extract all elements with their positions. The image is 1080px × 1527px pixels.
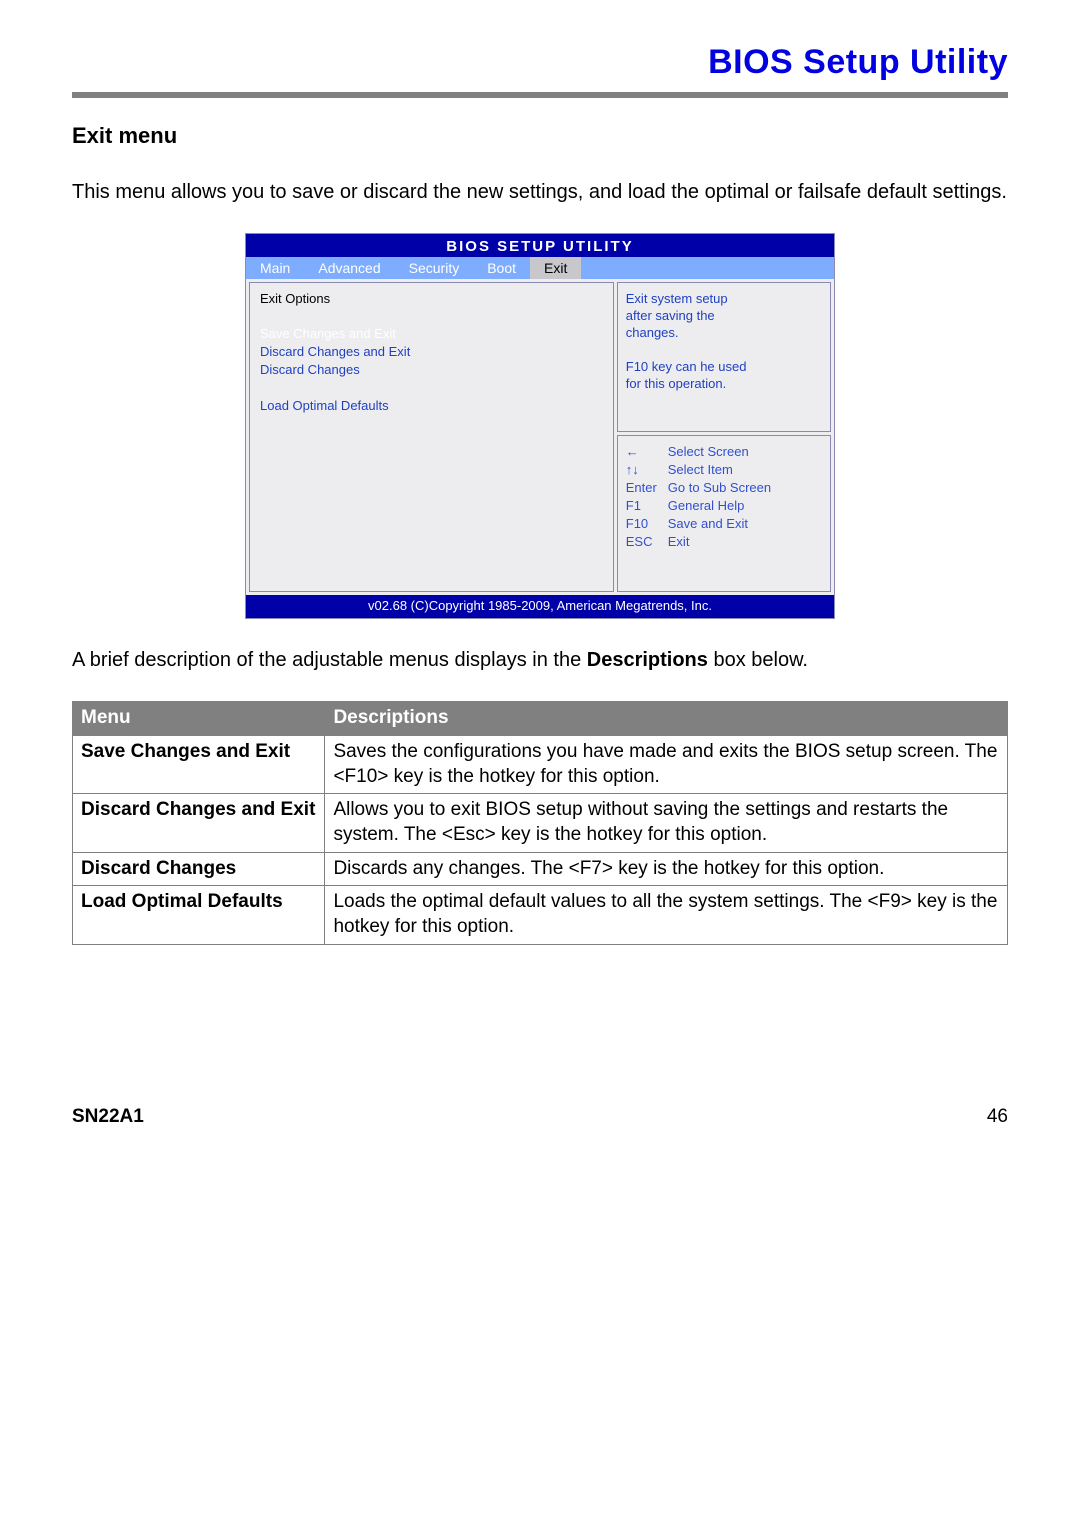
table-cell-desc: Loads the optimal default values to all … <box>325 886 1008 944</box>
bios-nav-row: ESCExit <box>626 534 822 551</box>
bios-tab-advanced: Advanced <box>304 257 394 279</box>
table-cell-menu: Load Optimal Defaults <box>73 886 325 944</box>
bios-nav-label: Select Item <box>668 462 733 479</box>
bios-nav-row: F10Save and Exit <box>626 516 822 533</box>
bios-help-line: after saving the <box>626 308 822 325</box>
bios-footer: v02.68 (C)Copyright 1985-2009, American … <box>246 595 834 618</box>
table-header-menu: Menu <box>73 702 325 736</box>
bios-option: Discard Changes and Exit <box>260 344 603 361</box>
bios-help-line: for this operation. <box>626 376 822 393</box>
bios-right-panel: Exit system setupafter saving thechanges… <box>617 282 831 592</box>
page-footer: SN22A1 46 <box>72 1105 1008 1130</box>
bios-nav-label: Save and Exit <box>668 516 748 533</box>
bios-nav-row: ←Select Screen <box>626 444 822 461</box>
bios-nav-key: Enter <box>626 480 668 497</box>
table-row: Save Changes and ExitSaves the configura… <box>73 735 1008 793</box>
bios-nav-row: F1General Help <box>626 498 822 515</box>
bios-tabbar: MainAdvancedSecurityBootExit <box>246 257 834 279</box>
bios-option: Discard Changes <box>260 362 603 379</box>
section-heading: Exit menu <box>72 122 1008 151</box>
table-cell-menu: Save Changes and Exit <box>73 735 325 793</box>
table-cell-desc: Allows you to exit BIOS setup without sa… <box>325 794 1008 852</box>
caption-bold: Descriptions <box>587 649 708 671</box>
bios-tab-exit: Exit <box>530 257 581 279</box>
table-cell-desc: Saves the configurations you have made a… <box>325 735 1008 793</box>
table-cell-menu: Discard Changes <box>73 852 325 886</box>
bios-option: Save Changes and Exit <box>260 326 603 343</box>
bios-nav-label: Exit <box>668 534 690 551</box>
bios-nav-key: F10 <box>626 516 668 533</box>
bios-left-section-label: Exit Options <box>260 291 603 308</box>
bios-tab-main: Main <box>246 257 304 279</box>
descriptions-table: Menu Descriptions Save Changes and ExitS… <box>72 701 1008 945</box>
bios-title: BIOS SETUP UTILITY <box>246 234 834 258</box>
bios-left-panel: Exit Options Save Changes and ExitDiscar… <box>249 282 614 592</box>
bios-help-line: F10 key can he used <box>626 359 822 376</box>
bios-option: Load Optimal Defaults <box>260 398 603 415</box>
footer-page: 46 <box>987 1105 1008 1130</box>
table-cell-menu: Discard Changes and Exit <box>73 794 325 852</box>
bios-nav-row: ↑↓Select Item <box>626 462 822 479</box>
header-rule <box>72 92 1008 98</box>
bios-tab-security: Security <box>395 257 474 279</box>
section-intro: This menu allows you to save or discard … <box>72 179 1008 205</box>
bios-nav-key: ESC <box>626 534 668 551</box>
caption-suffix: box below. <box>708 649 808 671</box>
table-cell-desc: Discards any changes. The <F7> key is th… <box>325 852 1008 886</box>
footer-model: SN22A1 <box>72 1105 144 1130</box>
bios-nav-keys: ←Select Screen↑↓Select ItemEnterGo to Su… <box>617 435 831 592</box>
table-caption: A brief description of the adjustable me… <box>72 647 1008 673</box>
bios-help-line: Exit system setup <box>626 291 822 308</box>
bios-nav-label: Go to Sub Screen <box>668 480 771 497</box>
table-header-desc: Descriptions <box>325 702 1008 736</box>
bios-screenshot: BIOS SETUP UTILITY MainAdvancedSecurityB… <box>245 233 835 619</box>
bios-nav-row: EnterGo to Sub Screen <box>626 480 822 497</box>
bios-nav-key: ← <box>626 444 668 461</box>
bios-tab-boot: Boot <box>473 257 530 279</box>
bios-help-text: Exit system setupafter saving thechanges… <box>617 282 831 432</box>
bios-option <box>260 380 603 397</box>
page-header: BIOS Setup Utility <box>72 40 1008 92</box>
bios-help-line <box>626 342 822 359</box>
table-row: Discard ChangesDiscards any changes. The… <box>73 852 1008 886</box>
bios-nav-label: General Help <box>668 498 745 515</box>
bios-nav-key: F1 <box>626 498 668 515</box>
bios-nav-key: ↑↓ <box>626 462 668 479</box>
caption-prefix: A brief description of the adjustable me… <box>72 649 587 671</box>
bios-nav-label: Select Screen <box>668 444 749 461</box>
table-row: Load Optimal DefaultsLoads the optimal d… <box>73 886 1008 944</box>
table-row: Discard Changes and ExitAllows you to ex… <box>73 794 1008 852</box>
bios-help-line: changes. <box>626 325 822 342</box>
